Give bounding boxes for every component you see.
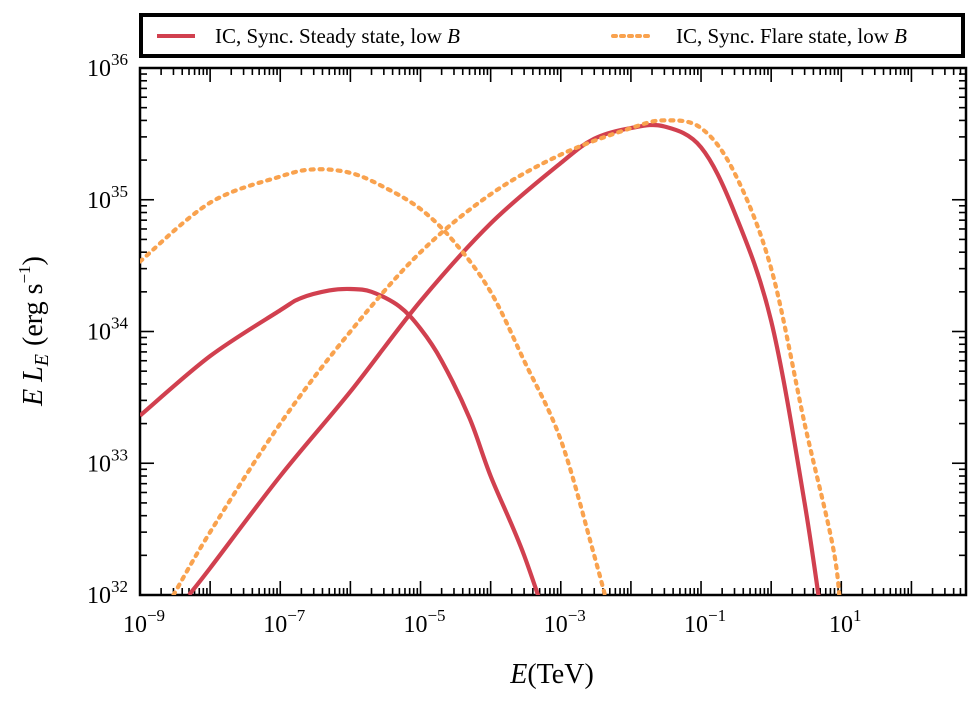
legend-frame bbox=[139, 13, 965, 58]
x-tick-label: 101 bbox=[829, 606, 862, 638]
x-tick-label: 10−3 bbox=[544, 606, 586, 638]
series-line-1 bbox=[140, 286, 541, 595]
y-tick-label: 1033 bbox=[87, 445, 128, 477]
plot-frame bbox=[138, 66, 968, 597]
y-tick-label: 1036 bbox=[87, 50, 128, 82]
series-line-2 bbox=[187, 122, 821, 595]
x-tick-label: 10−7 bbox=[263, 606, 306, 638]
y-tick-label: 1034 bbox=[87, 314, 129, 346]
y-tick-label: 1035 bbox=[87, 182, 128, 214]
y-axis-label: E LE(erg s−1) bbox=[15, 256, 53, 407]
x-axis-label: E(TeV) bbox=[509, 659, 594, 690]
series-line-4 bbox=[171, 118, 842, 595]
series-line-3 bbox=[140, 167, 608, 595]
axis-ticks bbox=[139, 67, 967, 596]
series-group bbox=[140, 118, 842, 595]
x-tick-label: 10−5 bbox=[403, 606, 445, 638]
legend-label-flare: IC, Sync. Flare state, low B bbox=[676, 24, 907, 48]
x-tick-label: 10−1 bbox=[684, 606, 726, 638]
legend-label-steady: IC, Sync. Steady state, low B bbox=[215, 24, 460, 48]
y-tick-labels: 1032 1033 1034 1035 1036 bbox=[87, 50, 129, 609]
x-tick-label: 10−9 bbox=[123, 606, 165, 638]
legend: IC, Sync. Steady state, low B IC, Sync. … bbox=[139, 13, 965, 58]
x-tick-labels: 10−9 10−7 10−5 10−3 10−1 101 bbox=[123, 606, 862, 638]
y-tick-label: 1032 bbox=[87, 577, 128, 609]
